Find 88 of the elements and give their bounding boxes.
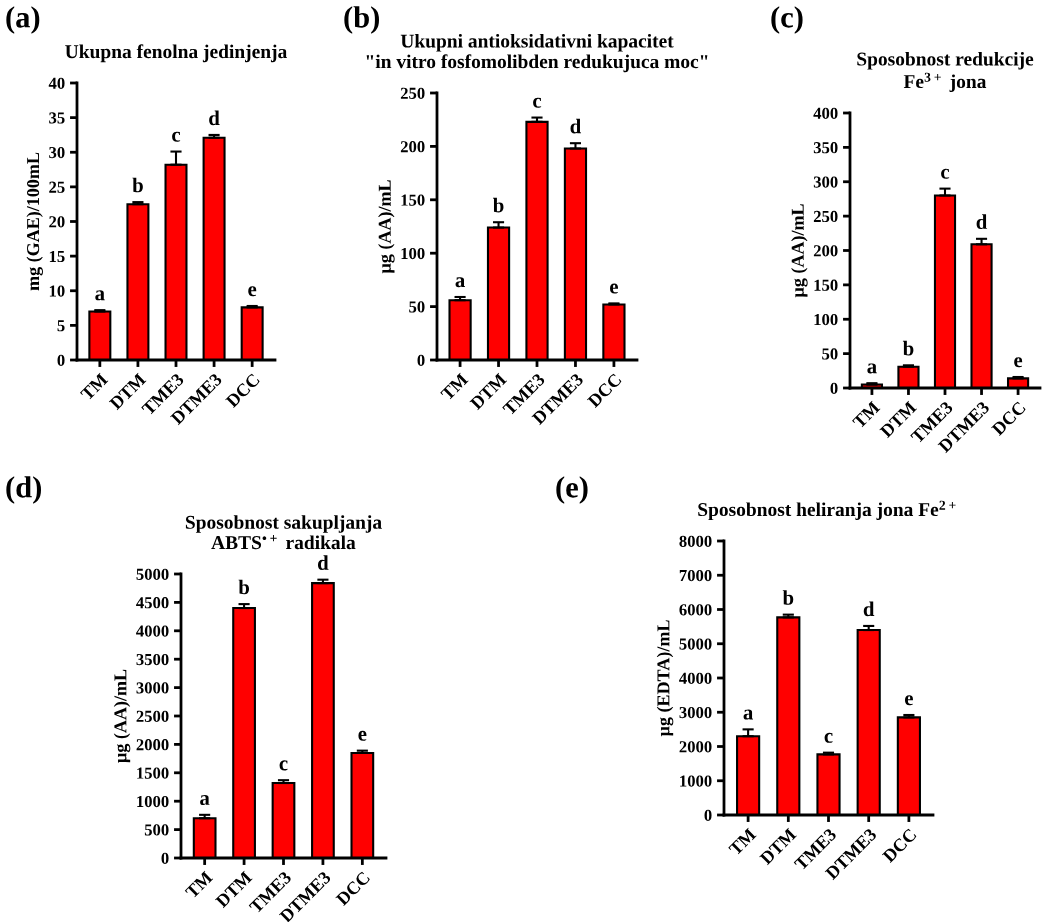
annotation: e — [610, 283, 619, 294]
y-tick-label: 10 — [49, 285, 65, 297]
y-tick-label: 3500 — [136, 653, 169, 666]
chart-title: Ukupna fenolna jedinjenja — [65, 44, 287, 63]
x-tick-label: TM — [79, 372, 109, 402]
y-tick-label: 25 — [49, 181, 65, 193]
text: (e) — [556, 476, 588, 504]
annotation: c — [941, 168, 950, 179]
y-tick-label: 7000 — [679, 569, 712, 582]
y-tick-label: 300 — [813, 176, 838, 188]
x-tick-label: TM — [184, 870, 214, 900]
y-tick-label: 5000 — [136, 568, 169, 580]
y-tick-label: 50 — [409, 301, 425, 313]
annotation: c — [533, 97, 542, 108]
y-axis-title: µg (EDTA)/mL — [656, 620, 674, 737]
chart-title: Sposobnost redukcije Fe$^{3+}$ jona — [857, 51, 1034, 93]
y-tick-label: 250 — [400, 87, 425, 99]
y-tick-label: 30 — [49, 146, 65, 159]
y-tick-label: 150 — [814, 279, 838, 291]
y-tick-label: 1000 — [680, 775, 712, 787]
annotation: c — [172, 131, 181, 142]
y-tick-label: 250 — [813, 210, 838, 223]
annotation: a — [867, 363, 877, 374]
x-tick-label: TM — [728, 827, 757, 857]
text: d — [317, 555, 329, 570]
chart-title: Sposobnost sakupljanja ABTS$^{•+}$ radikala — [185, 515, 382, 550]
annotation: d — [570, 118, 582, 134]
annotation: b — [493, 197, 504, 213]
annotation: e — [1014, 357, 1023, 368]
annotation: d — [863, 601, 875, 617]
y-tick-label: 0 — [704, 809, 712, 821]
annotation: e — [358, 730, 367, 741]
y-tick-label: 1500 — [137, 767, 169, 779]
y-axis-title: mg (GAE)/100mL — [26, 152, 43, 291]
y-tick-label: 150 — [401, 194, 425, 206]
y-tick-label: 0 — [417, 354, 425, 366]
text: (c) — [771, 6, 803, 34]
y-tick-label: 3000 — [679, 706, 712, 719]
y-tick-label: 3000 — [136, 682, 169, 694]
y-tick-label: 35 — [49, 112, 65, 124]
annotation: b — [782, 590, 794, 605]
annotation: c — [824, 732, 833, 743]
y-tick-label: 50 — [822, 348, 838, 360]
annotation: b — [902, 340, 914, 356]
annotation: a — [200, 795, 210, 806]
y-tick-label: 5000 — [679, 638, 712, 650]
text: (a) — [6, 6, 40, 34]
y-tick-label: 2500 — [136, 710, 169, 722]
y-axis-title: µg (AA)/mL — [378, 180, 395, 274]
annotation: a — [455, 277, 465, 288]
y-tick-label: 5 — [57, 320, 65, 332]
y-axis-title: µg (AA)/mL — [113, 669, 131, 763]
y-tick-label: 20 — [49, 216, 65, 228]
chart-title: Sposobnost heliranja jona Fe$^{2+}$ — [698, 500, 956, 521]
y-axis-title: µg (AA)/mL — [791, 204, 808, 298]
annotation: e — [248, 286, 257, 297]
y-tick-label: 4000 — [136, 625, 169, 637]
y-tick-label: 0 — [830, 382, 838, 394]
y-tick-label: 4000 — [679, 672, 712, 684]
y-tick-label: 1000 — [137, 795, 169, 808]
text: (b) — [344, 6, 379, 34]
y-tick-label: 15 — [49, 250, 65, 263]
annotation: c — [279, 760, 288, 771]
y-tick-label: 400 — [813, 107, 838, 119]
y-tick-label: 40 — [48, 77, 65, 89]
y-tick-label: 6000 — [679, 604, 712, 616]
text: (d) — [6, 476, 41, 504]
annotation: d — [976, 214, 988, 230]
y-tick-label: 100 — [401, 247, 425, 260]
annotation: b — [238, 579, 250, 595]
y-tick-label: 2000 — [136, 739, 169, 751]
y-tick-label: 0 — [161, 852, 169, 864]
annotation: a — [95, 290, 105, 301]
y-tick-label: 8000 — [679, 535, 712, 547]
x-tick-label: TM — [440, 372, 469, 402]
chart-title: Ukupni antioksidativni kapacitet "in vitro fosfomolibden redukujuca moc" — [366, 33, 708, 73]
y-tick-label: 500 — [144, 824, 169, 836]
y-tick-label: 2000 — [679, 741, 712, 753]
y-tick-label: 0 — [57, 354, 65, 366]
annotation: e — [904, 695, 913, 706]
y-tick-label: 4500 — [136, 597, 169, 609]
y-tick-label: 200 — [813, 245, 838, 257]
y-tick-label: 200 — [400, 141, 425, 153]
y-tick-label: 100 — [814, 313, 838, 326]
annotation: d — [209, 110, 220, 126]
annotation: a — [743, 709, 754, 720]
y-tick-label: 350 — [813, 142, 838, 154]
annotation: b — [132, 177, 143, 193]
